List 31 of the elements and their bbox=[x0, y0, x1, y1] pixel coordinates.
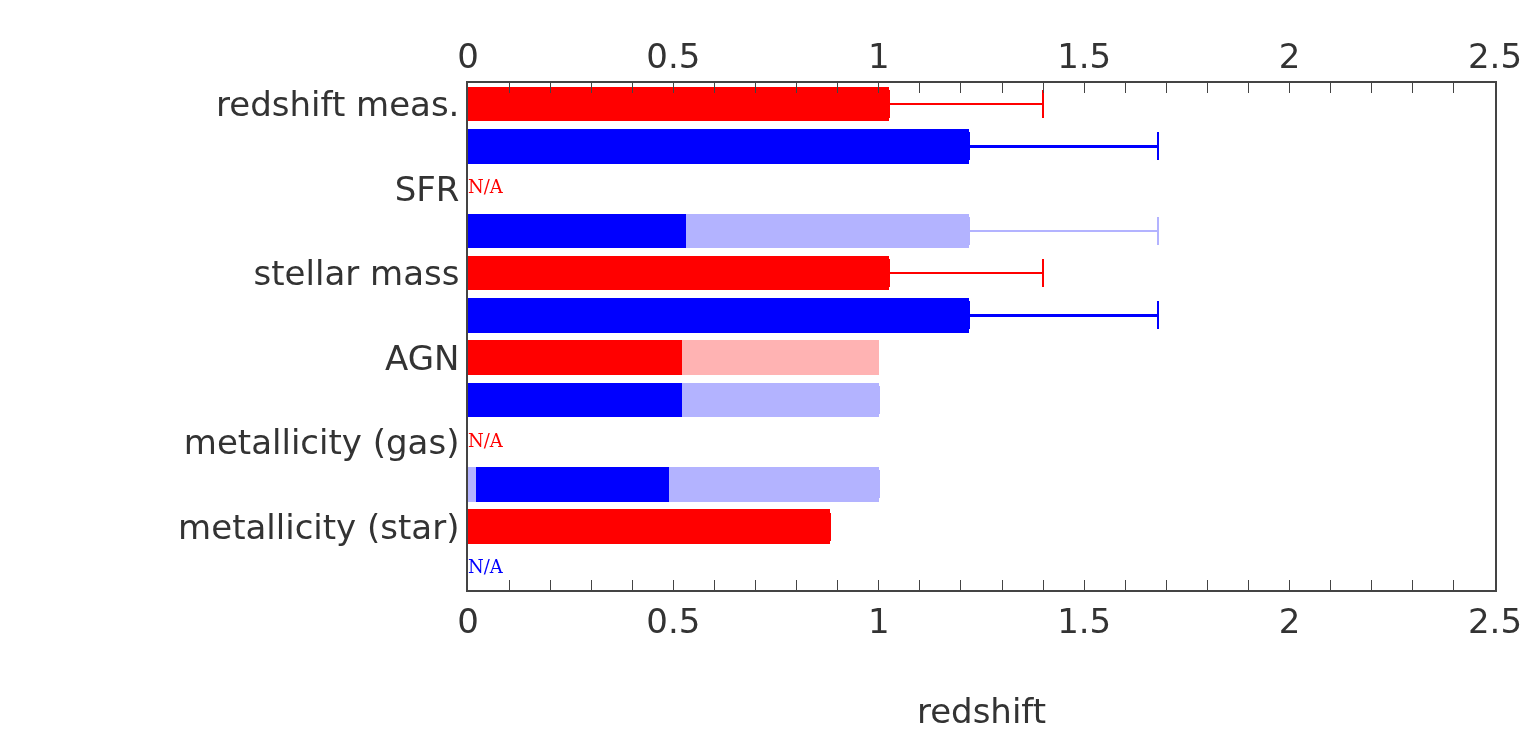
bar bbox=[476, 467, 670, 502]
x2-tick-label: 2 bbox=[1278, 600, 1301, 641]
y-tick-label: metallicity (gas) bbox=[183, 422, 460, 463]
x2-tick-label: 2.5 bbox=[1467, 600, 1523, 641]
y-tick-label: metallicity (star) bbox=[178, 506, 460, 547]
bar bbox=[468, 340, 682, 375]
bar bbox=[468, 467, 477, 502]
x2-tick-label: 0 bbox=[457, 600, 479, 641]
x-tick-label: 0 bbox=[457, 35, 479, 76]
x-tick-label: 1 bbox=[867, 35, 890, 76]
x-axis-title: redshift bbox=[916, 691, 1047, 732]
bar bbox=[669, 467, 879, 502]
y-tick-label: redshift meas. bbox=[216, 84, 460, 125]
x2-tick-label: 1.5 bbox=[1057, 600, 1112, 641]
x-tick-label: 2.5 bbox=[1467, 35, 1523, 76]
y-tick-label: stellar mass bbox=[253, 253, 460, 294]
bar bbox=[681, 382, 879, 418]
x2-tick-label: 1 bbox=[867, 600, 890, 641]
bar bbox=[468, 213, 686, 249]
bar bbox=[468, 509, 830, 544]
x-tick-label: 1.5 bbox=[1057, 35, 1112, 76]
x2-tick-label: 0.5 bbox=[646, 600, 701, 641]
text: N/A bbox=[468, 429, 503, 451]
text: N/A bbox=[468, 176, 503, 198]
bar bbox=[468, 382, 682, 418]
text: N/A bbox=[468, 556, 503, 578]
y-tick-label: SFR bbox=[394, 168, 460, 209]
y-tick-label: AGN bbox=[385, 337, 460, 378]
x-tick-label: 0.5 bbox=[646, 35, 701, 76]
x-tick-label: 2 bbox=[1278, 35, 1301, 76]
bar bbox=[681, 340, 879, 375]
